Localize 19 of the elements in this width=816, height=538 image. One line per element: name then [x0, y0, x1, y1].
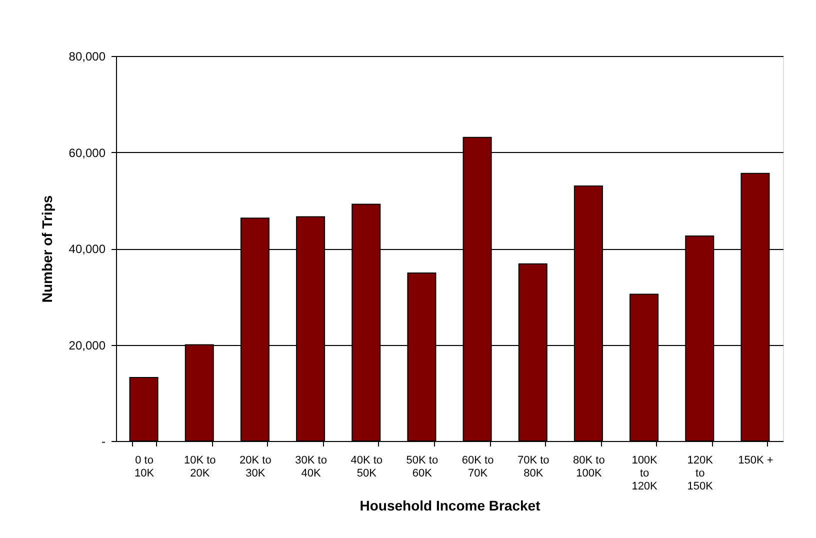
x-axis-title: Household Income Bracket — [360, 498, 541, 514]
x-tick-label: 30K to 40K — [295, 454, 327, 480]
x-tick-label: 80K to 100K — [573, 454, 605, 480]
y-axis-title: Number of Trips — [38, 195, 55, 303]
x-tick-label: 60K to 70K — [462, 454, 494, 480]
y-tick-label: - — [102, 434, 106, 448]
x-tick-label: 0 to 10K — [134, 454, 155, 480]
x-tick-label: 70K to 80K — [517, 454, 550, 480]
x-tick-label: 10K to 20K — [184, 454, 216, 480]
x-tick-label: 100K to 120K — [632, 454, 658, 492]
x-tick-label: 40K to 50K — [350, 454, 383, 480]
x-tick-label: 50K to 60K — [406, 454, 438, 480]
y-tick-label: 20,000 — [68, 338, 106, 352]
y-tick-label: 80,000 — [68, 50, 106, 64]
y-tick-label: 40,000 — [68, 242, 106, 256]
x-tick-label: 120K to 150K — [687, 454, 714, 492]
x-tick-label: 20K to 30K — [240, 454, 272, 480]
y-tick-label: 60,000 — [68, 146, 106, 160]
x-tick-label: 150K + — [738, 454, 774, 466]
